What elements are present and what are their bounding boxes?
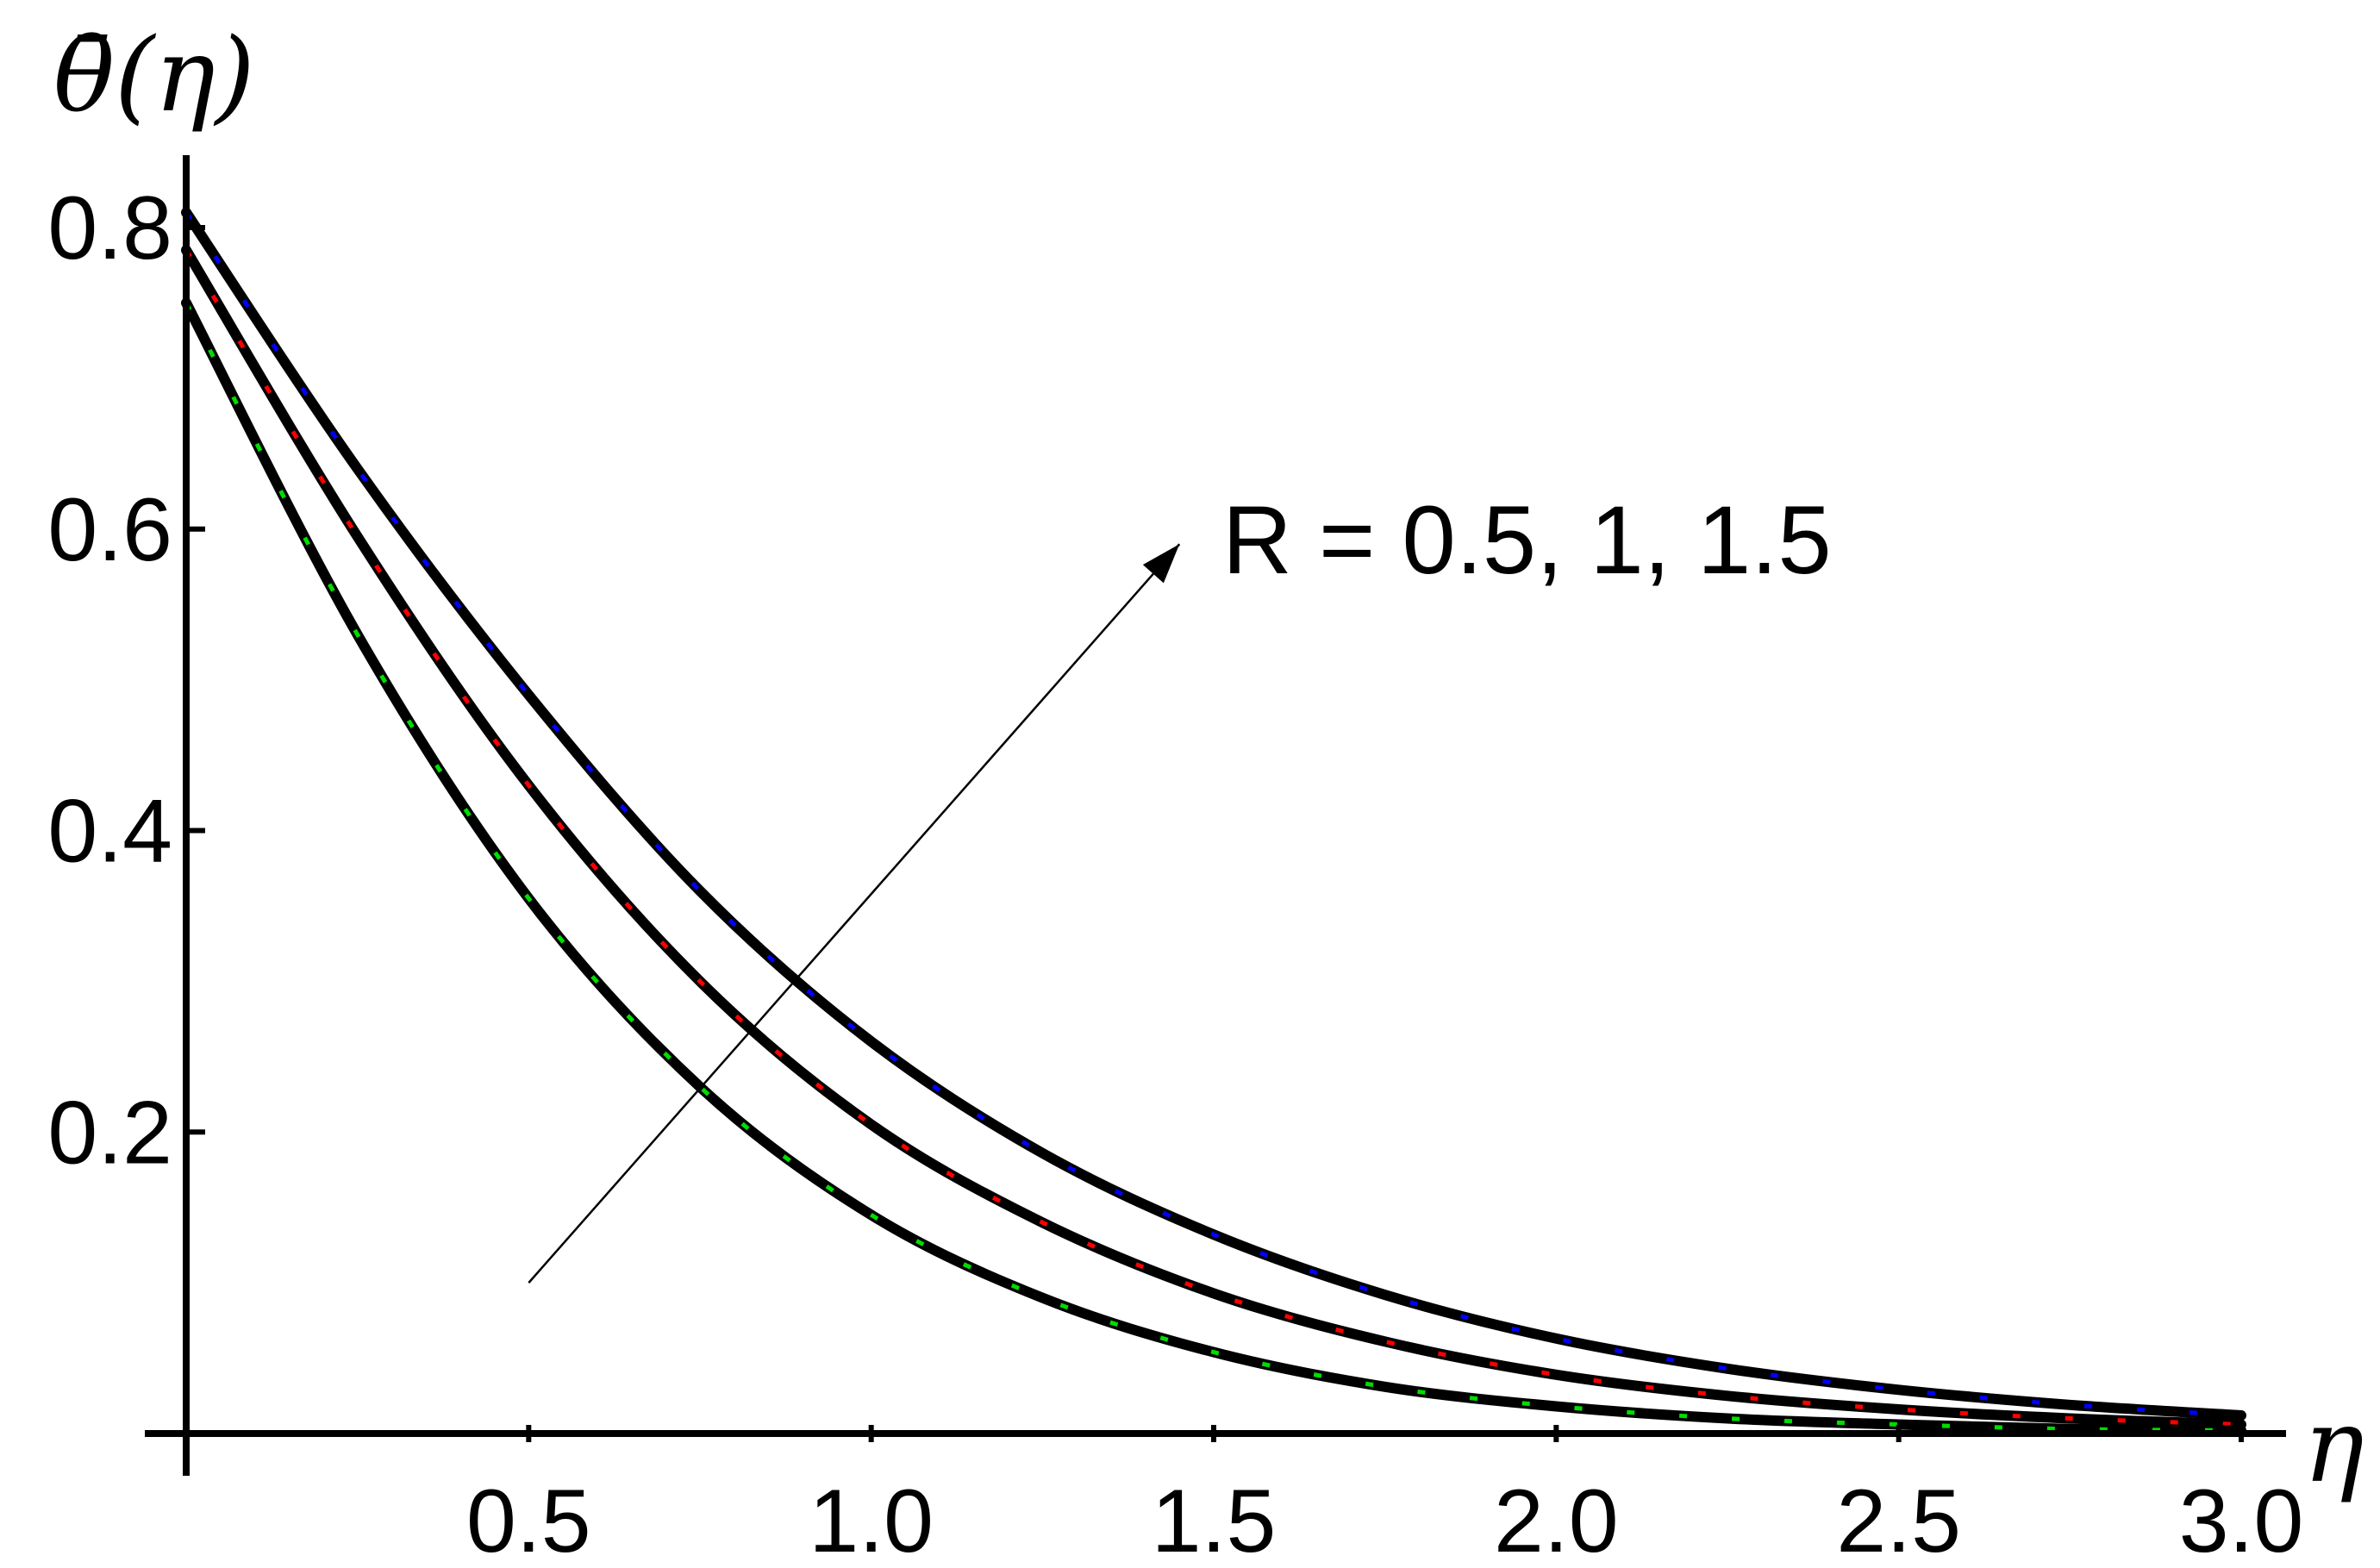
annotation-label: R = 0.5, 1, 1.5 xyxy=(1222,486,1832,594)
x-axis-label: η xyxy=(2303,1386,2364,1505)
x-tick-label: 2.0 xyxy=(1494,1471,1619,1568)
x-tick-label: 1.0 xyxy=(809,1471,934,1568)
series-2-dashed-line xyxy=(184,248,2242,1427)
y-tick-label: 0.8 xyxy=(47,178,172,278)
series-2-solid-line xyxy=(181,245,2246,1430)
series-1-dashed-line xyxy=(184,211,2242,1418)
y-axis-label: θ̄(η) xyxy=(53,16,255,134)
annotation-arrowhead xyxy=(1142,544,1180,584)
annotation-arrow-line xyxy=(528,543,1181,1284)
x-tick-label: 3.0 xyxy=(2179,1471,2304,1568)
series-3-dashed-line xyxy=(184,302,2242,1433)
annotation-group xyxy=(528,543,1181,1284)
y-tick-label: 0.2 xyxy=(47,1083,172,1183)
curves-group xyxy=(181,207,2246,1436)
x-tick-label: 0.5 xyxy=(466,1471,591,1568)
x-tick-label: 2.5 xyxy=(1836,1471,1961,1568)
ticks-group: 0.5 1.0 1.5 2.0 2.5 3.0 0.2 0.4 0.6 0.8 xyxy=(47,178,2303,1568)
y-tick-label: 0.6 xyxy=(47,480,172,580)
series-3-solid-line xyxy=(181,297,2246,1436)
series-1-solid-line xyxy=(181,207,2246,1421)
y-tick-label: 0.4 xyxy=(47,782,172,882)
x-tick-label: 1.5 xyxy=(1152,1471,1277,1568)
